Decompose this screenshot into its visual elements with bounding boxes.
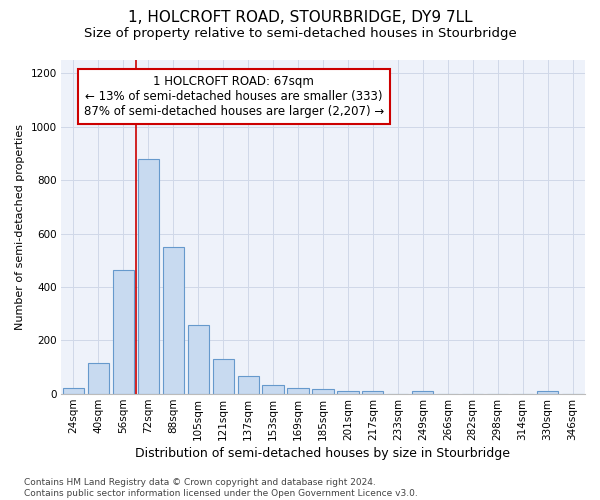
- Bar: [238, 376, 259, 394]
- Bar: [362, 390, 383, 394]
- Y-axis label: Number of semi-detached properties: Number of semi-detached properties: [15, 124, 25, 330]
- Text: Contains HM Land Registry data © Crown copyright and database right 2024.
Contai: Contains HM Land Registry data © Crown c…: [24, 478, 418, 498]
- Bar: [537, 391, 558, 394]
- Bar: [88, 363, 109, 394]
- Text: 1, HOLCROFT ROAD, STOURBRIDGE, DY9 7LL: 1, HOLCROFT ROAD, STOURBRIDGE, DY9 7LL: [128, 10, 472, 25]
- Bar: [262, 385, 284, 394]
- Bar: [63, 388, 84, 394]
- Bar: [212, 359, 234, 394]
- Bar: [287, 388, 308, 394]
- Text: Size of property relative to semi-detached houses in Stourbridge: Size of property relative to semi-detach…: [83, 28, 517, 40]
- Bar: [313, 389, 334, 394]
- Bar: [337, 391, 359, 394]
- Bar: [163, 248, 184, 394]
- Bar: [113, 270, 134, 394]
- Text: 1 HOLCROFT ROAD: 67sqm
← 13% of semi-detached houses are smaller (333)
87% of se: 1 HOLCROFT ROAD: 67sqm ← 13% of semi-det…: [84, 75, 384, 118]
- Bar: [188, 325, 209, 394]
- Bar: [138, 159, 159, 394]
- X-axis label: Distribution of semi-detached houses by size in Stourbridge: Distribution of semi-detached houses by …: [136, 447, 511, 460]
- Bar: [412, 391, 433, 394]
